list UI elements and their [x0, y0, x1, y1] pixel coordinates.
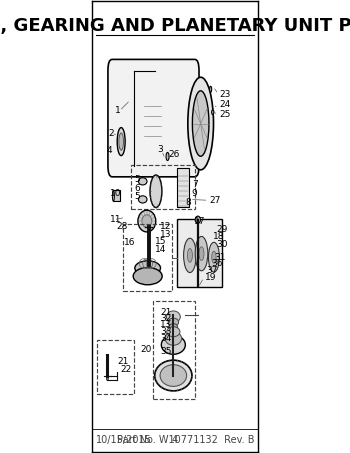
Ellipse shape [135, 261, 161, 275]
Text: 24: 24 [220, 100, 231, 109]
Text: 1: 1 [116, 106, 121, 116]
Text: 31: 31 [215, 253, 226, 262]
Text: 26: 26 [168, 150, 180, 159]
Text: 28: 28 [116, 222, 127, 231]
Text: 35: 35 [160, 347, 172, 356]
Text: 6: 6 [134, 184, 140, 193]
Text: 25: 25 [220, 110, 231, 119]
Text: 16: 16 [124, 238, 136, 247]
Ellipse shape [210, 86, 212, 92]
Ellipse shape [193, 91, 209, 156]
Text: 10/15/2015: 10/15/2015 [96, 435, 152, 445]
Text: 18: 18 [213, 232, 225, 241]
Text: 33: 33 [160, 327, 172, 336]
Text: CASE, GEARING AND PLANETARY UNIT PARTS: CASE, GEARING AND PLANETARY UNIT PARTS [0, 16, 350, 34]
Text: 13: 13 [160, 230, 172, 239]
Text: 32: 32 [160, 314, 172, 323]
Ellipse shape [212, 251, 216, 263]
Text: 5: 5 [134, 192, 140, 201]
Ellipse shape [195, 216, 201, 223]
Text: 36: 36 [212, 259, 223, 268]
Text: 21: 21 [117, 357, 128, 366]
Text: 21: 21 [160, 308, 172, 317]
Text: 12: 12 [160, 222, 172, 231]
Ellipse shape [142, 215, 152, 227]
Bar [177, 219, 222, 288]
Bar [97, 340, 134, 394]
Text: 13: 13 [160, 320, 172, 329]
Text: 27: 27 [210, 196, 221, 205]
Bar [153, 300, 195, 399]
Ellipse shape [188, 77, 214, 170]
Text: 22: 22 [120, 365, 131, 374]
Bar [113, 190, 120, 201]
Bar [123, 224, 172, 291]
Ellipse shape [150, 175, 162, 207]
Ellipse shape [160, 365, 187, 386]
Text: 37: 37 [206, 266, 217, 275]
Ellipse shape [138, 196, 147, 203]
Text: 4: 4 [172, 435, 178, 445]
Text: 8: 8 [185, 198, 191, 207]
Ellipse shape [165, 332, 182, 345]
Ellipse shape [155, 360, 192, 391]
Ellipse shape [212, 110, 214, 115]
Ellipse shape [199, 247, 204, 260]
FancyBboxPatch shape [108, 59, 199, 177]
Ellipse shape [169, 323, 178, 331]
Text: 20: 20 [140, 345, 152, 354]
Text: 34: 34 [160, 334, 172, 343]
Ellipse shape [187, 249, 192, 262]
Text: 7: 7 [193, 179, 198, 188]
Ellipse shape [166, 153, 169, 160]
Bar [131, 165, 195, 209]
Text: 19: 19 [205, 273, 217, 282]
Text: 15: 15 [155, 237, 167, 246]
Ellipse shape [117, 128, 125, 155]
Ellipse shape [167, 327, 180, 337]
Text: 29: 29 [216, 225, 228, 234]
Ellipse shape [138, 210, 156, 232]
Ellipse shape [209, 242, 219, 272]
Text: 4: 4 [106, 146, 112, 155]
Text: 10: 10 [110, 189, 121, 198]
Bar [177, 168, 189, 207]
Ellipse shape [133, 268, 162, 285]
Text: 11: 11 [110, 215, 121, 224]
Ellipse shape [112, 190, 114, 201]
Text: 23: 23 [220, 90, 231, 99]
Text: Part No. W10771132  Rev. B: Part No. W10771132 Rev. B [117, 435, 254, 445]
Ellipse shape [161, 335, 186, 354]
Text: 5: 5 [134, 174, 140, 183]
Ellipse shape [166, 311, 180, 323]
Text: 2: 2 [108, 129, 113, 138]
Text: 30: 30 [216, 240, 228, 249]
Ellipse shape [184, 238, 196, 273]
Text: 9: 9 [191, 189, 197, 198]
Ellipse shape [119, 133, 124, 150]
Ellipse shape [107, 377, 108, 381]
Ellipse shape [168, 318, 178, 326]
Ellipse shape [138, 178, 147, 185]
Ellipse shape [195, 236, 208, 271]
Text: 14: 14 [155, 245, 167, 254]
Text: 17: 17 [194, 217, 205, 226]
Text: 3: 3 [158, 145, 163, 154]
